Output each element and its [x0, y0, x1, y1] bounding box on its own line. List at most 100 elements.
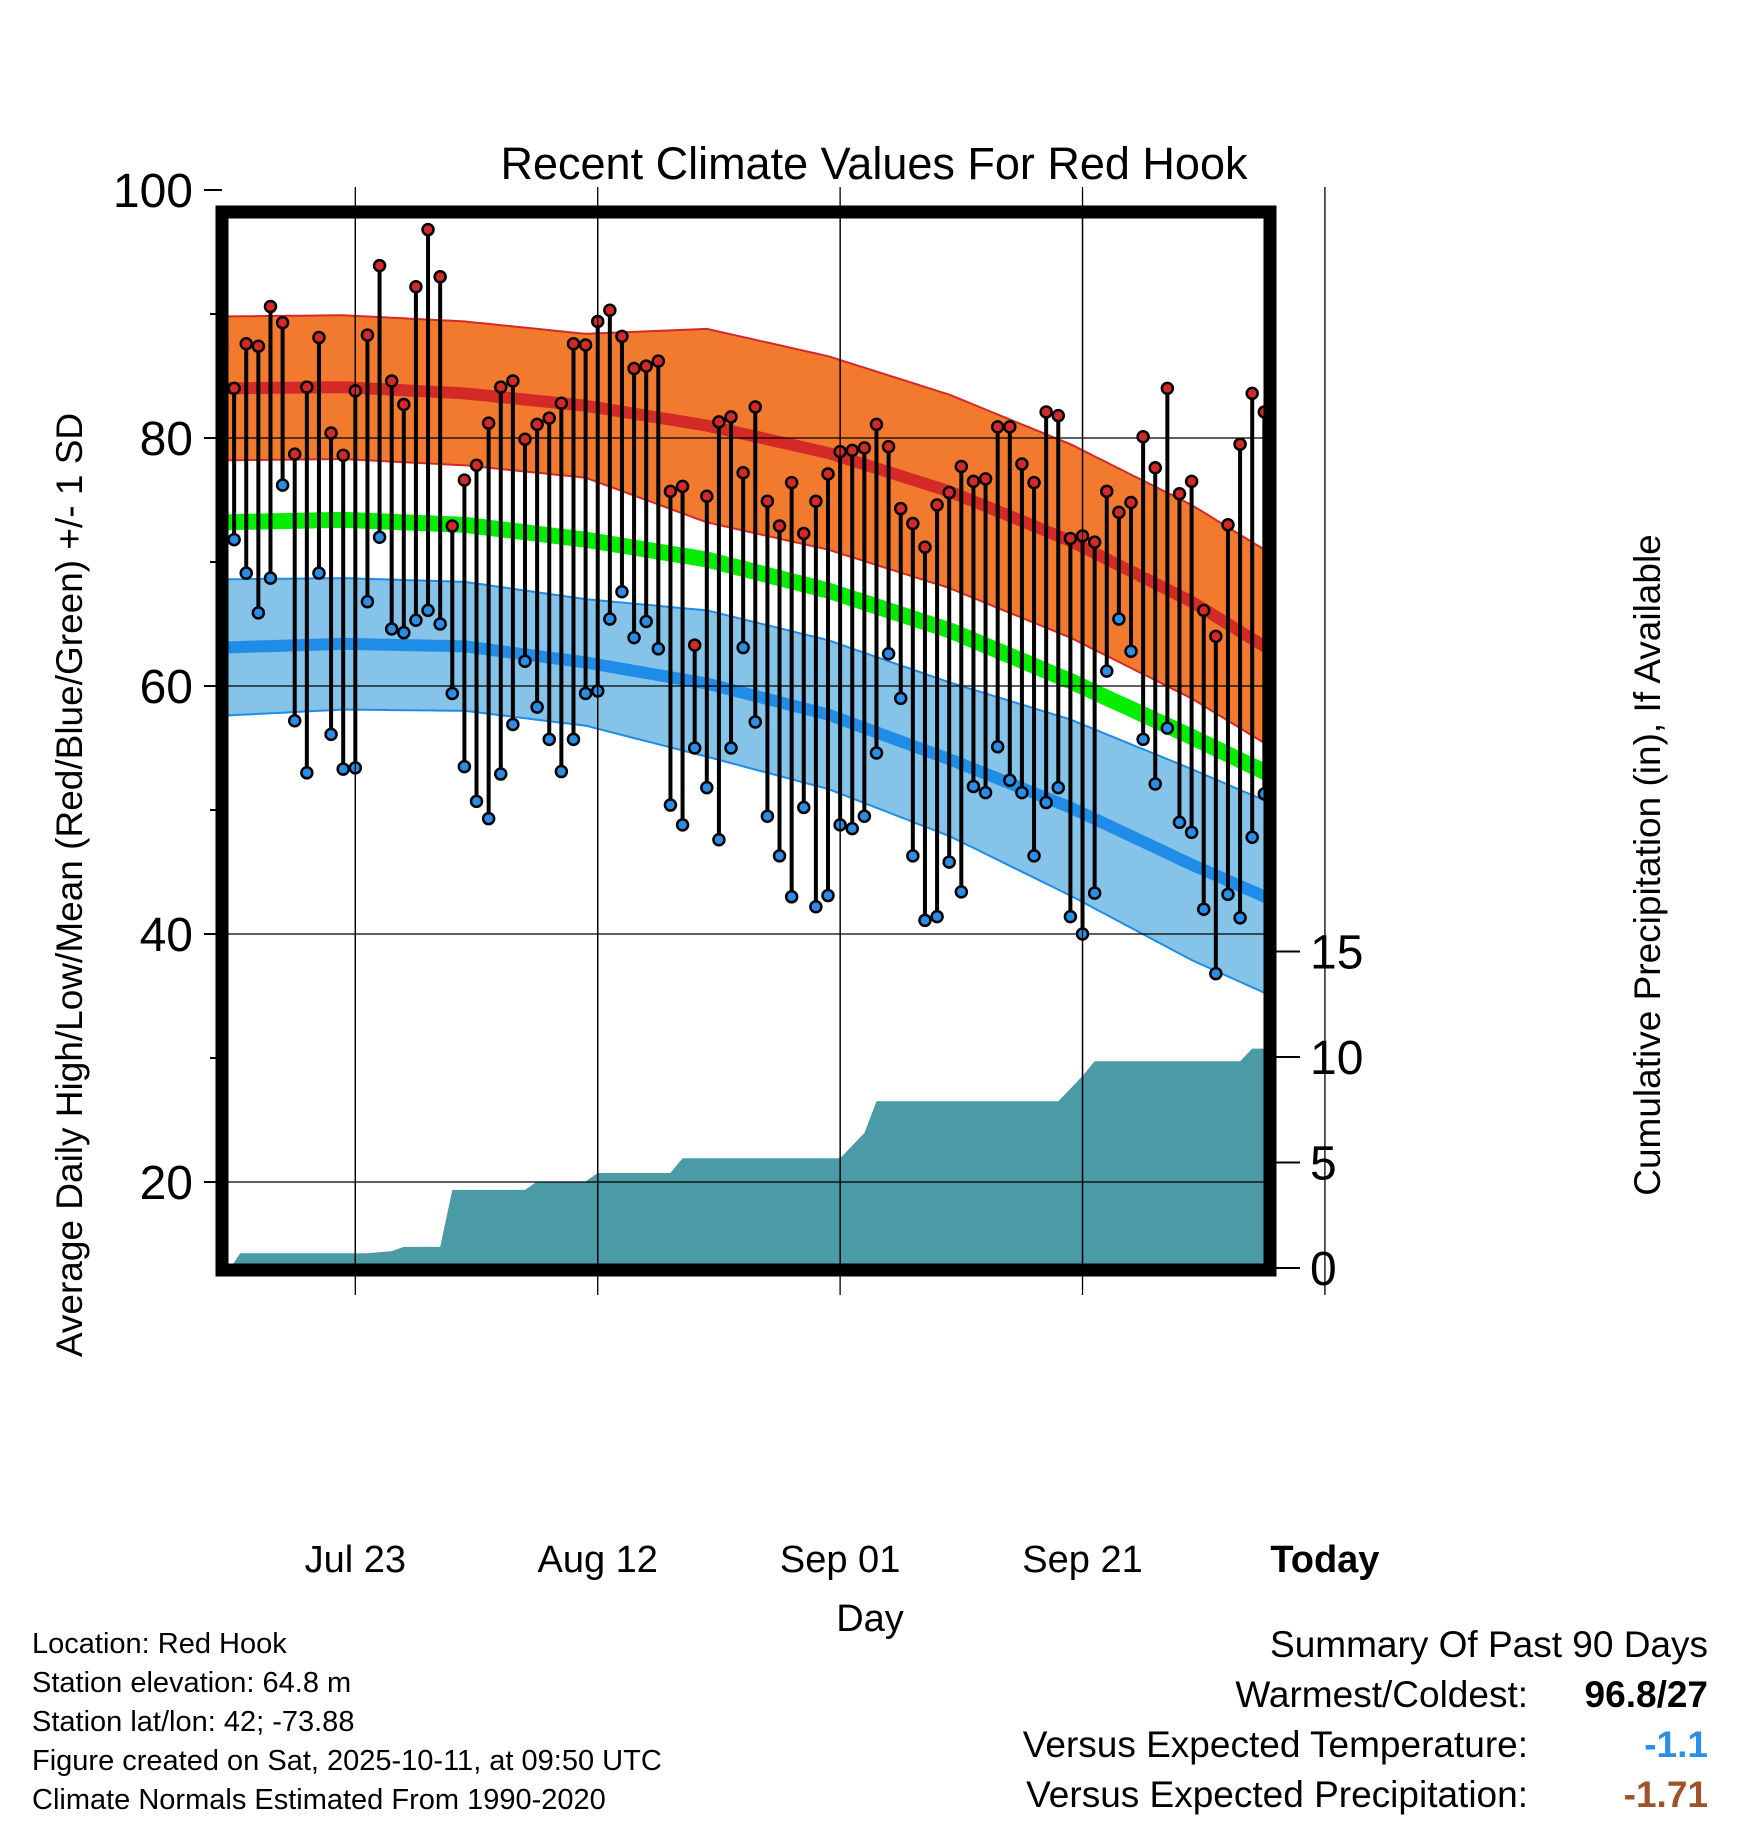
daily-high-point [1209, 629, 1223, 644]
daily-low-point [1063, 909, 1078, 924]
daily-low-point [1124, 644, 1138, 659]
daily-low-point [687, 741, 702, 755]
daily-high-point [1160, 381, 1175, 396]
daily-low-point [494, 767, 508, 781]
daily-low-point [651, 642, 666, 656]
daily-high-point [227, 381, 241, 396]
daily-high-point [494, 380, 508, 394]
daily-low-point [663, 798, 678, 812]
daily-high-point [287, 447, 302, 461]
daily-high-point [809, 494, 823, 508]
daily-high-point [578, 338, 593, 352]
y-axis-label: Average Daily High/Low/Mean (Red/Blue/Gr… [49, 413, 90, 1357]
precip-value: -1.71 [1623, 1774, 1708, 1815]
daily-low-point [251, 606, 266, 620]
daily-high-point [1283, 588, 1294, 599]
daily-low-point [554, 764, 569, 779]
daily-high-point [881, 439, 896, 454]
daily-high-point [566, 337, 581, 351]
daily-low-point [772, 849, 787, 863]
daily-high-point [275, 315, 290, 330]
daily-low-point [881, 647, 896, 661]
warm-cold-row: Warmest/Coldest: 96.8/27 [1023, 1670, 1708, 1720]
x-axis-label: Day [836, 1598, 904, 1640]
daily-low-point [397, 625, 411, 640]
warm-cold-separator: / [1656, 1674, 1667, 1715]
location-text: Location: Red Hook [32, 1628, 287, 1660]
daily-high-point [469, 458, 484, 473]
daily-high-point [857, 441, 872, 455]
daily-low-point [978, 785, 993, 800]
daily-high-point [603, 303, 617, 318]
daily-low-point [312, 566, 326, 580]
daily-high-point [1245, 386, 1259, 401]
daily-low-point [930, 909, 944, 924]
y-tick-label: 20 [140, 1157, 193, 1210]
summary-panel: Summary Of Past 90 Days Warmest/Coldest:… [1023, 1620, 1708, 1820]
daily-high-point [542, 411, 556, 425]
today-days-label: Days [1333, 1422, 1417, 1461]
plot-inner: 90 Days [222, 212, 1417, 1461]
daily-high-point [687, 638, 702, 652]
daily-high-point [736, 465, 750, 480]
precip-area [230, 1048, 1270, 1270]
x-tick-label: Aug 12 [537, 1539, 657, 1581]
daily-high-point [1295, 729, 1306, 740]
daily-low-point [433, 617, 447, 631]
daily-high-point [651, 354, 666, 368]
daily-high-point [724, 410, 738, 424]
daily-low-point [615, 585, 629, 599]
temp-label: Versus Expected Temperature: [1022, 1724, 1528, 1765]
daily-low-point [1233, 911, 1247, 925]
y2-tick-label: 5 [1310, 1138, 1337, 1191]
daily-low-point [869, 746, 884, 760]
daily-high-point [263, 299, 278, 314]
daily-high-point [1184, 474, 1199, 489]
daily-high-point [457, 473, 472, 487]
daily-high-point [554, 396, 569, 411]
daily-high-point [1148, 461, 1162, 475]
y-tick-label: 100 [113, 165, 193, 218]
summary-title: Summary Of Past 90 Days [1270, 1624, 1708, 1665]
warmest-value: 96.8 [1584, 1674, 1657, 1715]
daily-low-point [1172, 815, 1187, 830]
daily-low-point [287, 713, 302, 728]
elevation-text: Station elevation: 64.8 m [32, 1667, 352, 1699]
daily-high-point [930, 498, 944, 512]
daily-low-point [821, 888, 835, 903]
y2-axis-label: Cumulative Precipitation (in), If Availa… [1627, 534, 1668, 1196]
daily-high-point [1051, 408, 1066, 423]
y-tick-label: 40 [140, 909, 193, 962]
daily-low-point [227, 532, 241, 547]
daily-high-point [409, 279, 423, 294]
daily-low-point [566, 732, 581, 747]
daily-high-point [954, 459, 969, 474]
daily-low-point [1027, 849, 1041, 863]
coldest-value: 27 [1666, 1674, 1708, 1715]
daily-low-point [906, 849, 920, 863]
daily-high-point [324, 426, 338, 440]
daily-low-point [336, 762, 350, 776]
daily-low-point [1136, 732, 1150, 747]
daily-low-point [1148, 777, 1162, 791]
daily-low-point [1196, 902, 1211, 916]
daily-low-point [639, 614, 653, 629]
daily-low-point [857, 809, 872, 823]
y2-tick-label: 15 [1310, 927, 1363, 980]
x-tick-label: Sep 01 [780, 1539, 900, 1581]
daily-high-point [797, 526, 811, 541]
daily-high-point [336, 448, 350, 463]
daily-high-point [372, 258, 387, 273]
daily-low-point [627, 630, 641, 645]
daily-low-point [421, 603, 435, 618]
daily-low-point [1051, 780, 1066, 795]
y2-tick-label: 0 [1310, 1243, 1337, 1296]
low-sd-band [222, 578, 1270, 996]
daily-high-point [1063, 531, 1078, 546]
daily-low-point [457, 759, 472, 774]
daily-low-point [918, 913, 932, 928]
daily-low-point [469, 794, 484, 809]
daily-low-point [1112, 612, 1126, 626]
daily-low-point [530, 700, 544, 714]
